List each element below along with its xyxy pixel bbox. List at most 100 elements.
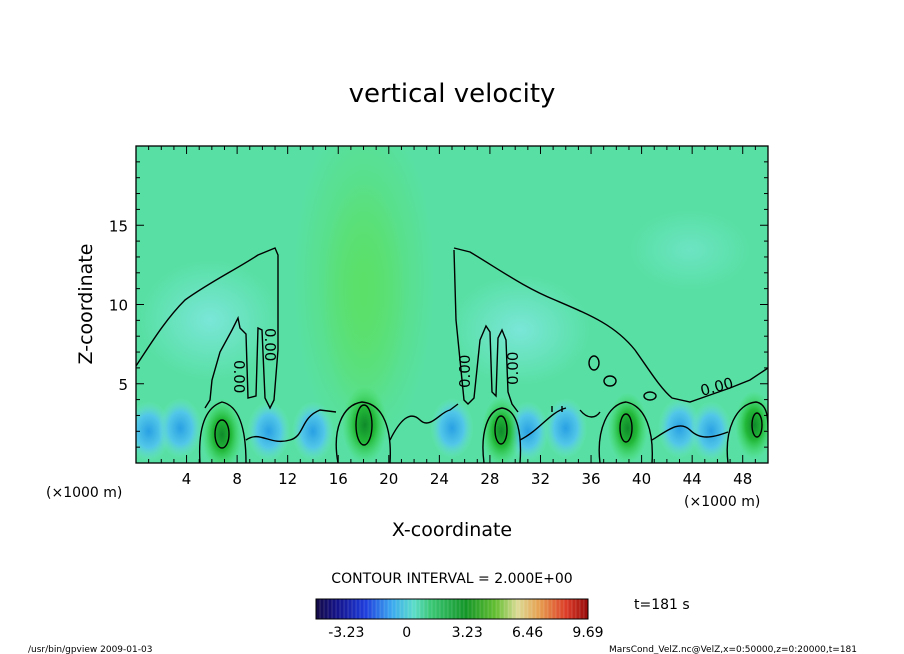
colorbar-cell (368, 599, 373, 619)
updraft-core-2 (342, 386, 388, 463)
updraft-core-1 (201, 398, 243, 463)
x-tick-label: 48 (733, 470, 752, 488)
contour-zero-core-1 (198, 401, 247, 463)
colorbar-cell (560, 599, 565, 619)
contour-zero-core-4 (598, 401, 653, 463)
contour-small-3 (643, 391, 657, 401)
contour-core-inner-1 (214, 419, 230, 449)
contour-label-1: 0.00 (230, 360, 248, 393)
colorbar-cell (576, 599, 581, 619)
x-tick-label: 32 (531, 470, 550, 488)
colorbar-cell (484, 599, 489, 619)
x-unit-right: (×1000 m) (684, 494, 760, 510)
colorbar-cell (420, 599, 425, 619)
contour-interval: CONTOUR INTERVAL = 2.000E+00 (331, 571, 572, 587)
colorbar-cell (580, 599, 585, 619)
colorbar-cell (388, 599, 393, 619)
colorbar-tick-label: 6.46 (512, 625, 543, 641)
downdraft-core-5 (430, 398, 474, 459)
colorbar-cell (468, 599, 473, 619)
colorbar-cell (412, 599, 417, 619)
colorbar-cell (444, 599, 449, 619)
cyan-lobe-right (630, 210, 750, 290)
colorbar-cell (564, 599, 569, 619)
x-tick-label: 8 (232, 470, 242, 488)
downdraft-core-2 (158, 398, 203, 459)
contour-small-1 (588, 355, 600, 371)
colorbar-cell (488, 599, 493, 619)
colorbar-cell (332, 599, 337, 619)
footer-left: /usr/bin/gpview 2009-01-03 (28, 645, 152, 654)
x-tick-label: 4 (182, 470, 192, 488)
colorbar-cell (476, 599, 481, 619)
colorbar-cell (504, 599, 509, 619)
heatmap-field (136, 146, 768, 463)
colorbar-cell (436, 599, 441, 619)
contour-zero-left-envelope (136, 247, 279, 410)
colorbar-cell (344, 599, 349, 619)
contour-core-inner-3 (494, 415, 508, 445)
colorbar-cell (360, 599, 365, 619)
colorbar-cell (372, 599, 377, 619)
colorbar-cell (392, 599, 397, 619)
y-tick-label: 10 (109, 297, 128, 315)
colorbar-cell (556, 599, 561, 619)
colorbar-cell (452, 599, 457, 619)
x-tick-label: 12 (278, 470, 297, 488)
colorbar-cell (380, 599, 385, 619)
colorbar-cell (448, 599, 453, 619)
y-axis-label: Z-coordinate (75, 244, 97, 365)
colorbar-cell (512, 599, 517, 619)
colorbar-cell (496, 599, 501, 619)
colorbar-cell (364, 599, 369, 619)
contour-label-3: 0.00 (456, 355, 474, 388)
cyan-lobe-mid (450, 275, 590, 385)
colorbar-cell (492, 599, 497, 619)
x-tick-label: 20 (379, 470, 398, 488)
contour-core-inner-2 (355, 404, 373, 446)
cyan-lobe-left (140, 260, 280, 380)
colorbar-cell (424, 599, 429, 619)
colorbar-tick-label: 3.23 (452, 625, 483, 641)
x-tick-label: 36 (581, 470, 600, 488)
downdraft-core-9 (690, 401, 732, 462)
colorbar-cell (416, 599, 421, 619)
colorbar-tick-label: -3.23 (328, 625, 364, 641)
x-tick-label: 44 (683, 470, 702, 488)
contour-core-inner-5 (751, 412, 763, 438)
colorbar-cell (396, 599, 401, 619)
colorbar-cell (544, 599, 549, 619)
colorbar-cell (352, 599, 357, 619)
colorbar-cell (548, 599, 553, 619)
colorbar-cell (532, 599, 537, 619)
colorbar-cell (440, 599, 445, 619)
contour-small-2 (603, 375, 617, 387)
colorbar-cell (540, 599, 545, 619)
y-tick-label: 15 (109, 217, 128, 235)
contour-label-2: 0.00 (261, 328, 279, 361)
x-tick-label: 24 (430, 470, 449, 488)
colorbar-cell (348, 599, 353, 619)
x-axis-label: X-coordinate (392, 519, 512, 541)
y-axis-ticks: 5 10 15 (109, 145, 768, 464)
contour-labels: 0.00 0.00 0.00 0.00 0.00 (230, 328, 735, 400)
downdraft-core-3 (247, 401, 291, 462)
contour-core-inner-4 (619, 413, 633, 443)
colorbar-cell (320, 599, 325, 619)
time-label: t=181 s (634, 597, 690, 613)
x-axis-ticks: 4 8 12 16 20 24 28 32 36 40 44 48 (135, 146, 769, 488)
chart-title: vertical velocity (349, 79, 556, 109)
x-tick-label: 28 (480, 470, 499, 488)
colorbar-cell (508, 599, 513, 619)
colorbar-cell (384, 599, 389, 619)
colorbar-cell (404, 599, 409, 619)
contour-zero-right-inner (453, 249, 519, 413)
colorbar-cell (520, 599, 525, 619)
colorbar-tick-label: 9.69 (572, 625, 603, 641)
colorbar-cell (336, 599, 341, 619)
contour-lines (136, 247, 768, 463)
colorbar-cell (584, 599, 589, 619)
colorbar-cell (408, 599, 413, 619)
colorbar-cell (528, 599, 533, 619)
